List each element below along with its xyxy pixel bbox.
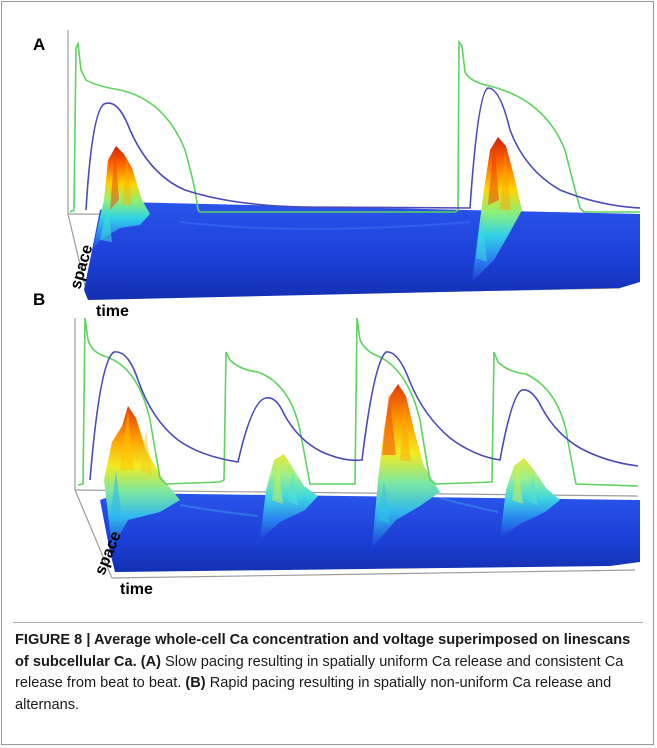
caption-divider xyxy=(13,622,643,623)
caption-a-tag: (A) xyxy=(140,653,161,670)
caption-b-tag: (B) xyxy=(185,675,206,691)
panel-b-voltage-trace xyxy=(77,317,639,487)
caption-a-text: Slow pacing resulting in spatially unifo… xyxy=(15,653,624,692)
caption-figure-label: FIGURE 8 | Average whole-cell Ca concent… xyxy=(15,632,631,670)
panel-b-axis-time: time xyxy=(120,581,153,598)
panel-b-ca-trace xyxy=(89,351,639,481)
panel-a-axis-time: time xyxy=(96,303,129,320)
panel-b-linescan-surface xyxy=(100,384,640,572)
figure-graphic: A space B time xyxy=(33,30,641,598)
panel-b-label: B xyxy=(33,290,45,309)
panel-a-voltage-trace xyxy=(69,39,640,213)
panel-a-linescan-surface xyxy=(84,137,640,300)
panel-a-ca-trace xyxy=(85,87,641,211)
panel-a-label: A xyxy=(33,35,45,54)
caption-b-text: Rapid pacing resulting in spatially non-… xyxy=(15,675,612,713)
figure-caption: FIGURE 8 | Average whole-cell Ca concent… xyxy=(15,630,645,716)
